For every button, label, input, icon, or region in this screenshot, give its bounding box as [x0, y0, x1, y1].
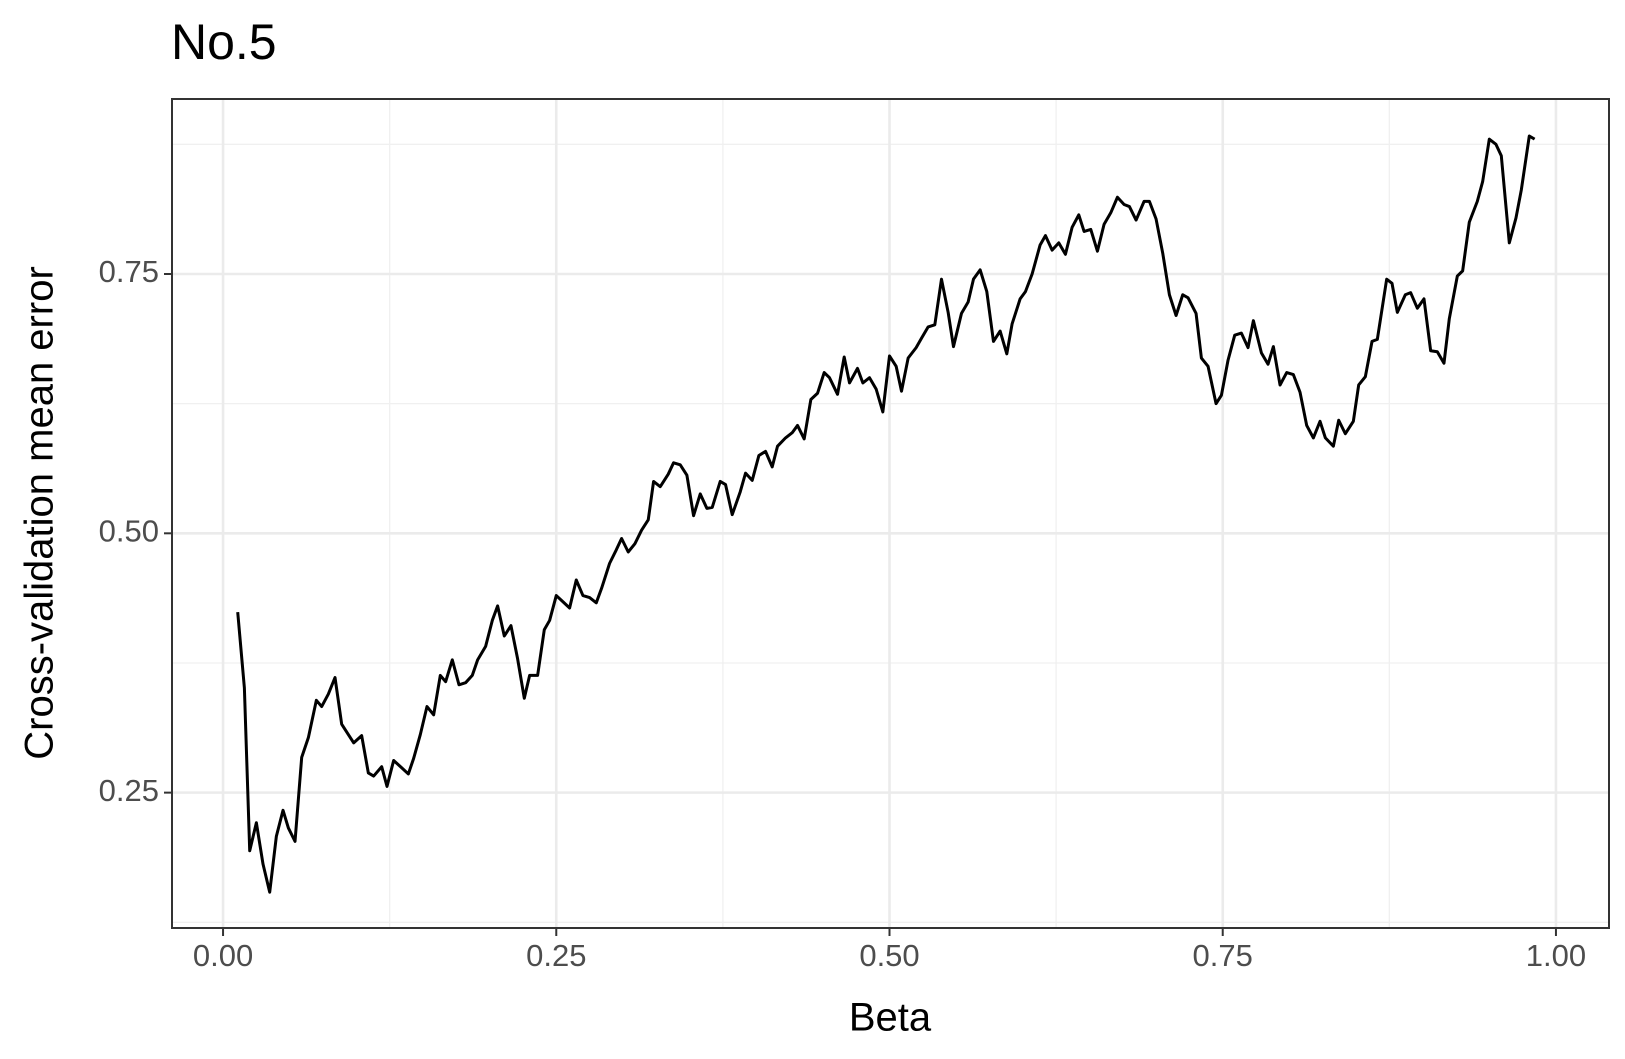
x-tick-label: 0.25 — [526, 938, 586, 973]
y-axis-label: Cross-validation mean error — [18, 266, 62, 760]
y-tick-label: 0.50 — [99, 513, 159, 548]
y-tick-label: 0.25 — [99, 773, 159, 808]
panel-border — [171, 98, 1610, 929]
x-tick-label: 0.75 — [1193, 938, 1253, 973]
x-tick-label: 1.00 — [1526, 938, 1586, 973]
x-tick-label: 0.00 — [193, 938, 253, 973]
line — [236, 134, 1536, 894]
x-axis-label: Beta — [849, 996, 932, 1040]
x-tick-label: 0.50 — [859, 938, 919, 973]
chart-title: No.5 — [171, 14, 277, 70]
y-tick-label: 0.75 — [99, 254, 159, 289]
